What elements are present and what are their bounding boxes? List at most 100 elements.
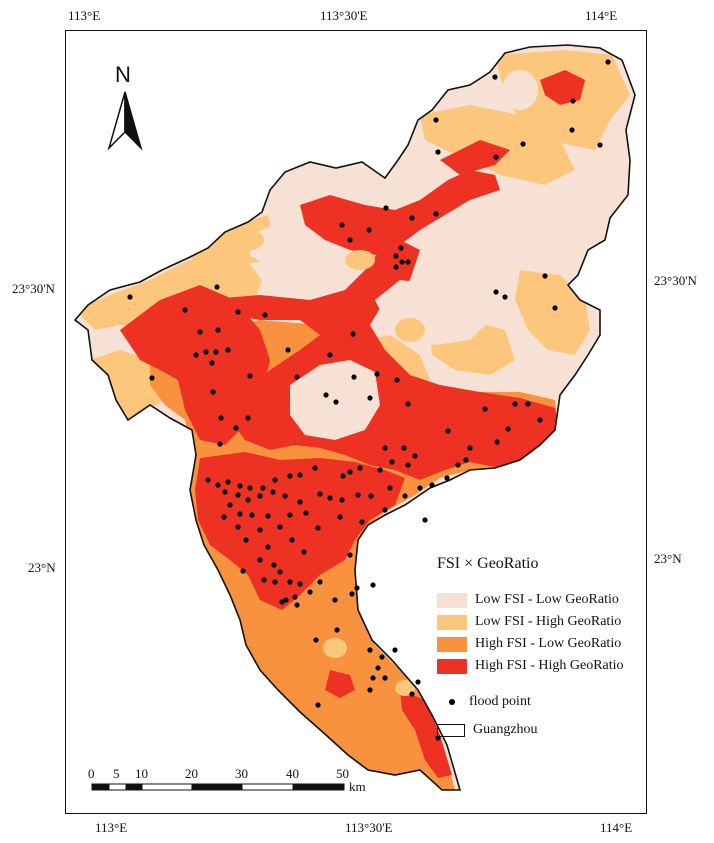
flood-point: [347, 552, 353, 558]
bottom-tick-113-30e: 113°30'E: [345, 820, 393, 835]
flood-point: [205, 477, 211, 483]
legend-label-boundary: Guangzhou: [473, 722, 538, 737]
flood-point: [260, 485, 266, 491]
scale-unit: km: [349, 779, 366, 794]
flood-point: [512, 401, 518, 407]
left-tick-23n: 23°N: [28, 560, 56, 575]
flood-point: [398, 245, 404, 251]
flood-point: [444, 475, 450, 481]
flood-point: [282, 493, 288, 499]
flood-point: [317, 491, 323, 497]
flood-point: [215, 482, 221, 488]
flood-point: [394, 377, 400, 383]
flood-point: [409, 215, 415, 221]
flood-point: [225, 347, 231, 353]
flood-point: [245, 497, 251, 503]
flood-point: [493, 289, 499, 295]
flood-point: [279, 599, 285, 605]
flood-point: [417, 485, 423, 491]
flood-point: [270, 489, 276, 495]
legend-item-flood-point: flood point: [437, 691, 652, 713]
flood-point: [197, 329, 203, 335]
flood-point: [433, 211, 439, 217]
flood-point: [494, 439, 500, 445]
flood-point: [227, 502, 233, 508]
legend-swatch-low-high: [437, 614, 467, 630]
legend-label-low-low: Low FSI - Low GeoRatio: [475, 592, 619, 607]
map-frame: [65, 30, 647, 814]
flood-point: [235, 309, 241, 315]
flood-point: [537, 417, 543, 423]
flood-point: [367, 647, 373, 653]
left-tick-23-30n: 23°30'N: [12, 281, 55, 296]
flood-point: [347, 237, 353, 243]
flood-point: [467, 445, 473, 451]
flood-point: [597, 142, 603, 148]
flood-point-symbol: [449, 699, 455, 705]
flood-point: [463, 457, 469, 463]
legend-item-high-low: High FSI - Low GeoRatio: [437, 633, 652, 655]
flood-point: [193, 352, 199, 358]
flood-point: [265, 513, 271, 519]
flood-point: [307, 589, 313, 595]
scale-label-30: 30: [235, 766, 248, 781]
flood-point: [405, 401, 411, 407]
legend: FSI × GeoRatio Low FSI - Low GeoRatio Lo…: [437, 555, 652, 741]
legend-swatch-low-low: [437, 592, 467, 608]
flood-point: [349, 591, 355, 597]
legend-title: FSI × GeoRatio: [437, 555, 539, 572]
flood-point: [399, 259, 405, 265]
flood-point: [355, 492, 361, 498]
flood-point: [401, 445, 407, 451]
flood-point: [370, 675, 376, 681]
flood-point: [249, 512, 255, 518]
flood-point: [387, 485, 393, 491]
flood-point: [337, 514, 343, 520]
flood-point: [382, 507, 388, 513]
flood-point: [272, 579, 278, 585]
flood-point: [297, 472, 303, 478]
flood-point: [287, 512, 293, 518]
flood-point: [359, 519, 365, 525]
flood-point: [289, 537, 295, 543]
flood-point: [213, 349, 219, 355]
flood-point: [283, 597, 289, 603]
flood-point: [383, 205, 389, 211]
flood-point: [217, 441, 223, 447]
flood-point: [367, 395, 373, 401]
legend-item-high-high: High FSI - High GeoRatio: [437, 655, 652, 677]
boundary-symbol: [437, 723, 465, 737]
flood-point: [287, 473, 293, 479]
flood-point: [339, 222, 345, 228]
flood-point: [221, 514, 227, 520]
flood-point: [350, 331, 356, 337]
scale-label-5: 5: [113, 766, 120, 781]
flood-point: [367, 687, 373, 693]
flood-point: [235, 492, 241, 498]
north-label: N: [115, 62, 131, 87]
flood-point: [374, 371, 380, 377]
top-tick-114e: 114°E: [585, 8, 618, 23]
legend-item-boundary: Guangzhou: [437, 719, 652, 741]
right-tick-23-30n: 23°30'N: [654, 273, 697, 288]
flood-point: [433, 117, 439, 123]
scale-label-50: 50: [336, 766, 349, 781]
flood-point: [182, 307, 188, 313]
flood-point: [247, 485, 253, 491]
flood-point: [409, 691, 415, 697]
legend-label-high-high: High FSI - High GeoRatio: [475, 658, 624, 673]
legend-item-low-low: Low FSI - Low GeoRatio: [437, 589, 652, 611]
flood-point: [149, 375, 155, 381]
legend-label-flood-point: flood point: [469, 694, 531, 709]
flood-point: [297, 581, 303, 587]
flood-point: [605, 59, 611, 65]
flood-point: [215, 327, 221, 333]
legend-label-high-low: High FSI - Low GeoRatio: [475, 636, 622, 651]
legend-item-low-high: Low FSI - High GeoRatio: [437, 611, 652, 633]
legend-label-low-high: Low FSI - High GeoRatio: [475, 614, 622, 629]
flood-point: [351, 374, 357, 380]
flood-point: [405, 462, 411, 468]
flood-point: [340, 473, 346, 479]
flood-point: [233, 425, 239, 431]
